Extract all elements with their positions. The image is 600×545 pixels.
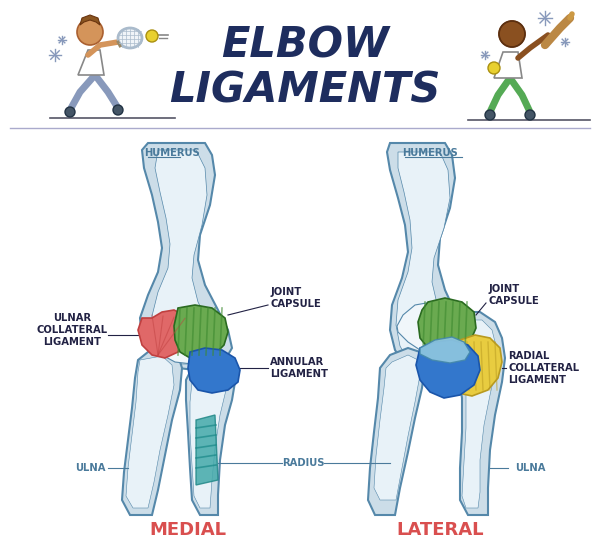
Polygon shape [126, 356, 174, 508]
Polygon shape [174, 305, 228, 358]
Polygon shape [78, 50, 104, 75]
Polygon shape [420, 337, 470, 363]
Text: RADIAL
COLLATERAL
LIGAMENT: RADIAL COLLATERAL LIGAMENT [508, 352, 579, 385]
Circle shape [488, 62, 500, 74]
Polygon shape [186, 362, 235, 515]
Text: ULNA: ULNA [75, 463, 105, 473]
Polygon shape [397, 302, 462, 352]
Polygon shape [122, 348, 182, 515]
Polygon shape [396, 152, 456, 370]
Polygon shape [494, 52, 522, 78]
Text: ULNA: ULNA [515, 463, 545, 473]
Text: LATERAL: LATERAL [396, 521, 484, 539]
Text: LIGAMENTS: LIGAMENTS [169, 69, 440, 111]
Text: ELBOW: ELBOW [221, 24, 389, 66]
Polygon shape [448, 320, 496, 508]
Polygon shape [374, 355, 420, 500]
Polygon shape [188, 348, 240, 393]
Polygon shape [152, 150, 220, 364]
Text: JOINT
CAPSULE: JOINT CAPSULE [270, 287, 321, 309]
Polygon shape [442, 312, 505, 515]
Polygon shape [448, 335, 502, 396]
Polygon shape [196, 415, 218, 485]
Circle shape [77, 19, 103, 45]
Polygon shape [138, 310, 188, 358]
Polygon shape [387, 143, 465, 375]
Polygon shape [416, 340, 480, 398]
Text: HUMERUS: HUMERUS [144, 148, 200, 158]
Ellipse shape [118, 28, 142, 48]
Polygon shape [418, 298, 476, 352]
Polygon shape [80, 15, 100, 25]
Text: ULNAR
COLLATERAL
LIGAMENT: ULNAR COLLATERAL LIGAMENT [37, 313, 107, 347]
Text: MEDIAL: MEDIAL [149, 521, 227, 539]
Circle shape [525, 110, 535, 120]
Circle shape [146, 30, 158, 42]
Circle shape [65, 107, 75, 117]
Polygon shape [155, 310, 222, 364]
Polygon shape [368, 348, 425, 515]
Text: RADIUS: RADIUS [282, 458, 324, 468]
Text: JOINT
CAPSULE: JOINT CAPSULE [488, 284, 539, 306]
Polygon shape [140, 143, 232, 370]
Text: HUMERUS: HUMERUS [402, 148, 458, 158]
Polygon shape [190, 370, 226, 508]
Text: ANNULAR
LIGAMENT: ANNULAR LIGAMENT [270, 357, 328, 379]
Circle shape [499, 21, 525, 47]
Circle shape [113, 105, 123, 115]
Circle shape [485, 110, 495, 120]
